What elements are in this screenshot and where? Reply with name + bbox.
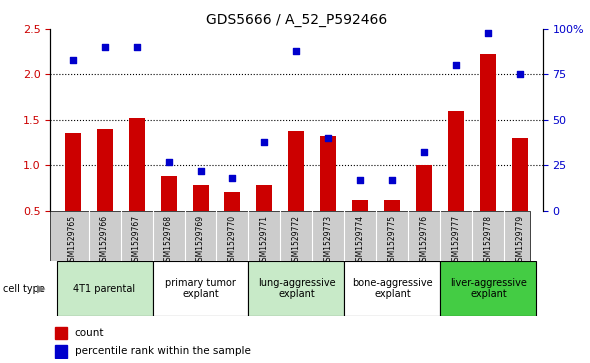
Bar (289, 131, 304, 211)
Point (484, 30, 493, 36)
Point (452, 62, 461, 68)
Text: GSM1529774: GSM1529774 (356, 215, 365, 266)
Bar (55, 327, 67, 339)
Text: bone-aggressive
explant: bone-aggressive explant (352, 278, 432, 299)
Bar (352, 200, 368, 211)
Text: GSM1529777: GSM1529777 (452, 215, 461, 266)
Point (388, 177, 397, 183)
Bar (448, 111, 464, 211)
Bar (57, 261, 153, 316)
Bar (512, 138, 529, 211)
Point (419, 150, 429, 155)
Text: GSM1529772: GSM1529772 (292, 215, 301, 266)
Text: 4T1 parental: 4T1 parental (74, 284, 136, 294)
Bar (55, 345, 67, 358)
Point (164, 159, 173, 164)
Text: liver-aggressive
explant: liver-aggressive explant (450, 278, 527, 299)
Point (324, 135, 333, 141)
Point (356, 177, 365, 183)
Bar (153, 261, 248, 316)
Text: GSM1529767: GSM1529767 (132, 215, 141, 266)
Text: GSM1529770: GSM1529770 (228, 215, 237, 266)
Text: ▶: ▶ (37, 284, 45, 294)
Bar (385, 200, 401, 211)
Bar (225, 192, 241, 211)
Text: GSM1529766: GSM1529766 (100, 215, 109, 266)
Bar (480, 54, 496, 211)
Point (292, 48, 301, 54)
Text: GSM1529775: GSM1529775 (388, 215, 397, 266)
Point (68, 57, 77, 63)
Text: cell type: cell type (3, 284, 45, 294)
Text: lung-aggressive
explant: lung-aggressive explant (258, 278, 335, 299)
Bar (440, 261, 536, 316)
Text: GSM1529778: GSM1529778 (484, 215, 493, 266)
Text: GSM1529773: GSM1529773 (324, 215, 333, 266)
Text: GSM1529771: GSM1529771 (260, 215, 269, 266)
Text: GSM1529765: GSM1529765 (68, 215, 77, 266)
Point (260, 139, 269, 144)
Point (228, 175, 237, 181)
Text: GSM1529779: GSM1529779 (516, 215, 525, 266)
Text: primary tumor
explant: primary tumor explant (165, 278, 236, 299)
Text: GSM1529769: GSM1529769 (196, 215, 205, 266)
Point (516, 72, 525, 77)
Point (196, 168, 205, 174)
Bar (417, 165, 432, 211)
Bar (192, 185, 208, 211)
Text: count: count (75, 328, 104, 338)
Bar (64, 133, 81, 211)
Title: GDS5666 / A_52_P592466: GDS5666 / A_52_P592466 (206, 13, 387, 26)
Bar (97, 129, 113, 211)
Bar (257, 185, 273, 211)
Bar (160, 176, 176, 211)
Point (100, 44, 109, 50)
Bar (129, 118, 145, 211)
Text: GSM1529776: GSM1529776 (420, 215, 429, 266)
Point (132, 44, 141, 50)
Text: GSM1529768: GSM1529768 (164, 215, 173, 266)
Text: percentile rank within the sample: percentile rank within the sample (75, 346, 251, 356)
Bar (320, 136, 336, 211)
Bar (345, 261, 440, 316)
Bar (248, 261, 345, 316)
